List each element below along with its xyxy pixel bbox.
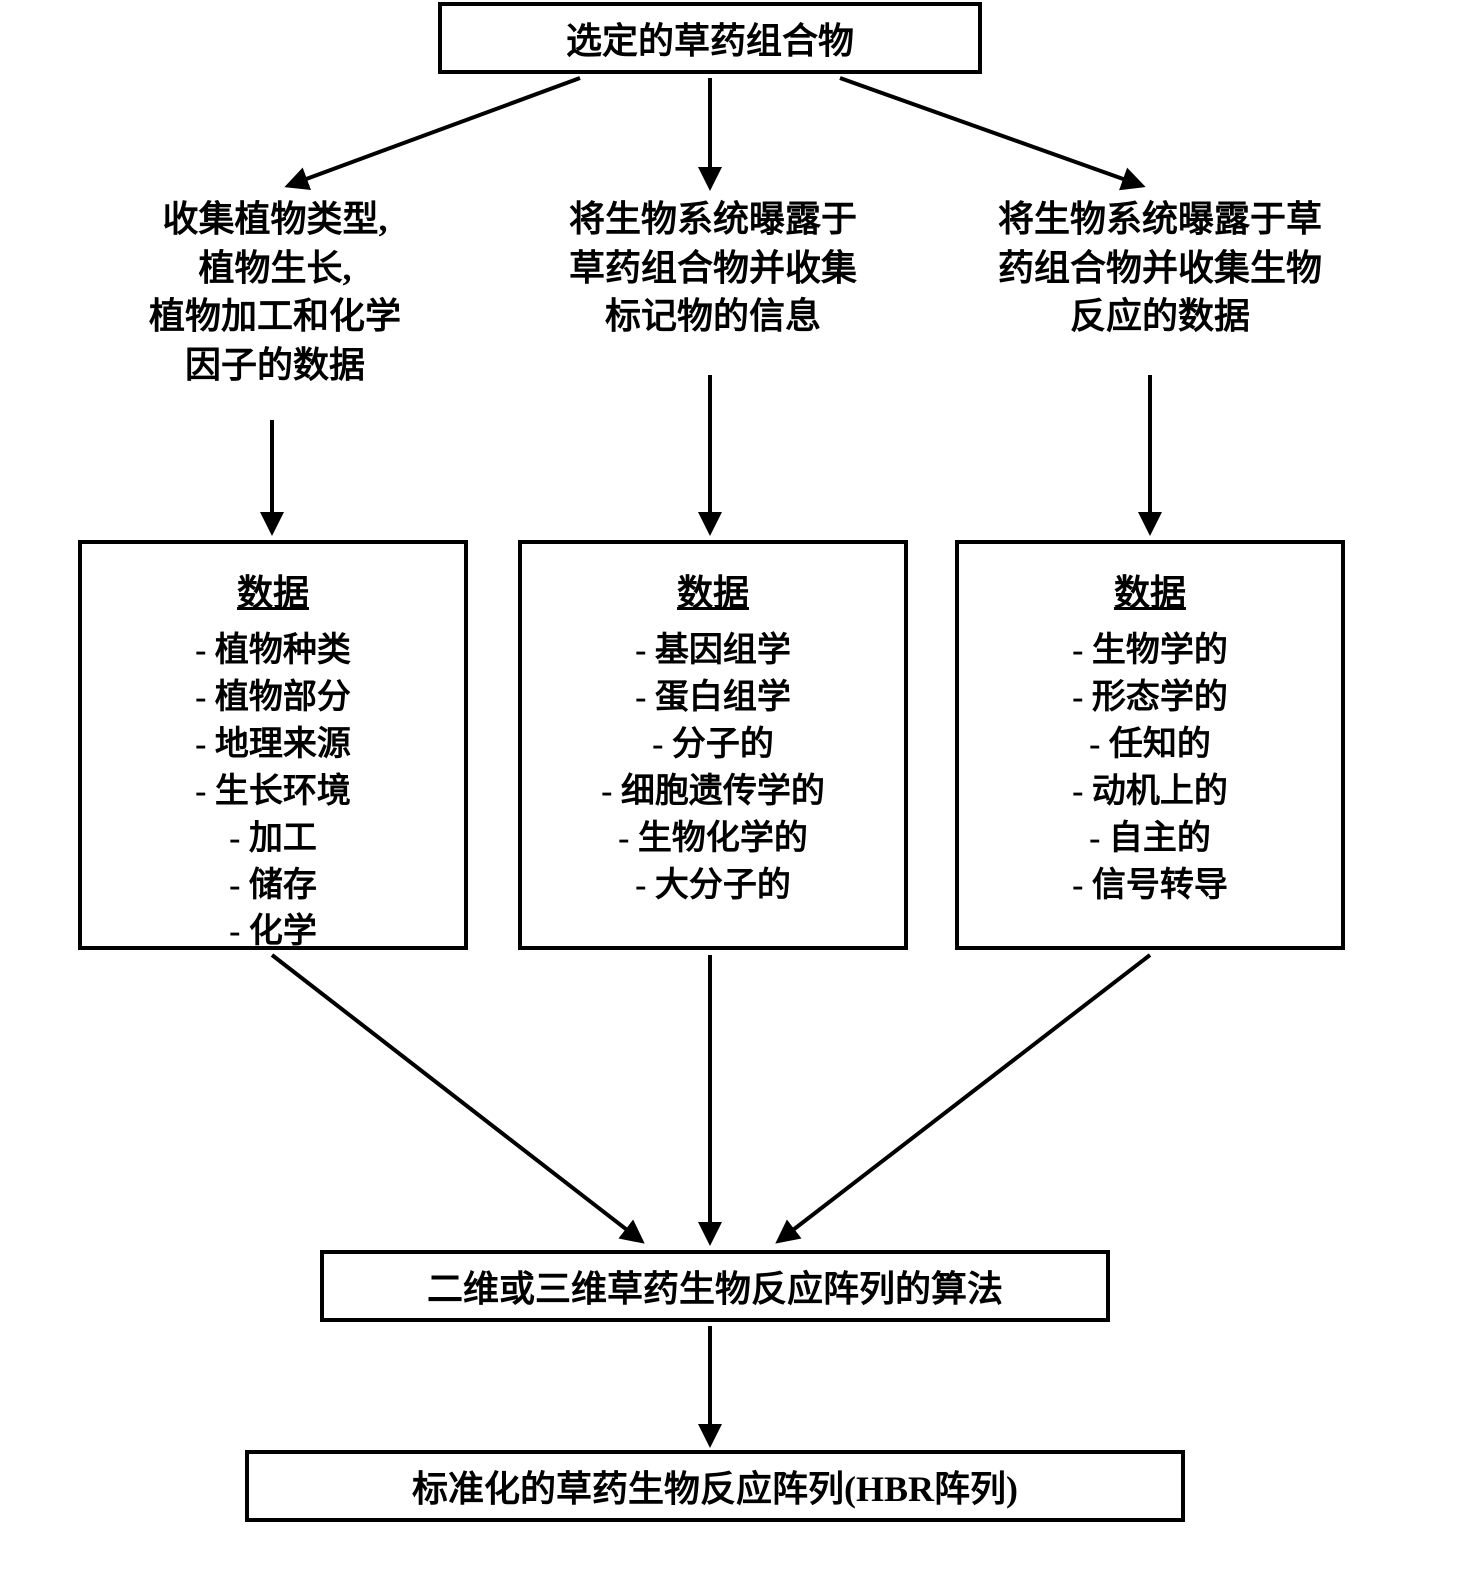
data-list-1: - 基因组学 - 蛋白组学 - 分子的 - 细胞遗传学的 - 生物化学的 - 大…	[601, 628, 825, 909]
data-list-0: - 植物种类 - 植物部分 - 地理来源 - 生长环境 - 加工 - 储存 - …	[195, 628, 351, 956]
algo-box-label: 二维或三维草药生物反应阵列的算法	[427, 1260, 1003, 1312]
data-header-0: 数据	[237, 564, 309, 616]
data-box-0: 数据 - 植物种类 - 植物部分 - 地理来源 - 生长环境 - 加工 - 储存…	[78, 540, 468, 950]
branch-desc-0: 收集植物类型, 植物生长, 植物加工和化学 因子的数据	[95, 195, 455, 389]
data-box-1: 数据 - 基因组学 - 蛋白组学 - 分子的 - 细胞遗传学的 - 生物化学的 …	[518, 540, 908, 950]
result-box-label: 标准化的草药生物反应阵列(HBR阵列)	[412, 1460, 1018, 1512]
branch-desc-2: 将生物系统曝露于草 药组合物并收集生物 反应的数据	[980, 195, 1340, 341]
data-list-2: - 生物学的 - 形态学的 - 任知的 - 动机上的 - 自主的 - 信号转导	[1072, 628, 1228, 909]
top-box-label: 选定的草药组合物	[566, 12, 854, 64]
branch-desc-1: 将生物系统曝露于 草药组合物并收集 标记物的信息	[533, 195, 893, 341]
algo-box: 二维或三维草药生物反应阵列的算法	[320, 1250, 1110, 1322]
data-header-1: 数据	[677, 564, 749, 616]
data-box-2: 数据 - 生物学的 - 形态学的 - 任知的 - 动机上的 - 自主的 - 信号…	[955, 540, 1345, 950]
top-box: 选定的草药组合物	[438, 2, 982, 74]
data-header-2: 数据	[1114, 564, 1186, 616]
result-box: 标准化的草药生物反应阵列(HBR阵列)	[245, 1450, 1185, 1522]
